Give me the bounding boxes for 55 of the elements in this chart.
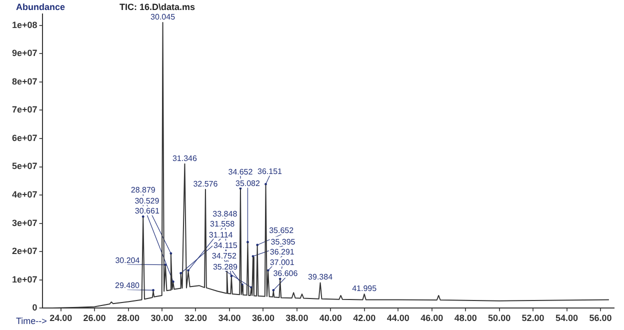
x-tick-label: 34.00 bbox=[218, 313, 241, 324]
x-tick-label: 56.00 bbox=[589, 313, 612, 324]
x-axis-title: Time--> bbox=[16, 316, 47, 326]
y-tick-label: 2e+07 bbox=[12, 246, 38, 256]
y-tick-label: 1e+07 bbox=[12, 274, 38, 284]
annotation: 31.558 bbox=[210, 219, 236, 228]
chart-title: TIC: 16.D\data.ms bbox=[120, 2, 196, 12]
annotation: 36.151 bbox=[258, 167, 283, 176]
x-tick-label: 44.00 bbox=[386, 313, 410, 324]
annotation: 28.879 bbox=[130, 186, 156, 195]
annotation: 35.652 bbox=[269, 226, 294, 235]
y-tick-label: 1e+08 bbox=[12, 20, 38, 30]
x-tick-label: 40.00 bbox=[319, 313, 342, 324]
x-tick-label: 30.00 bbox=[150, 313, 174, 324]
annotation: 30.045 bbox=[150, 12, 176, 22]
y-tick-label: 5e+07 bbox=[12, 161, 38, 172]
annotation: 31.346 bbox=[172, 154, 198, 163]
annotation: 41.995 bbox=[352, 284, 378, 294]
x-tick-label: 54.00 bbox=[556, 313, 578, 324]
x-tick-label: 42.00 bbox=[353, 313, 376, 324]
annotation: 29.480 bbox=[115, 281, 140, 290]
annotation: 35.289 bbox=[212, 262, 238, 272]
annotation: 34.752 bbox=[212, 252, 237, 261]
x-tick-label: 52.00 bbox=[522, 313, 544, 324]
annotation: 36.606 bbox=[273, 269, 298, 278]
x-tick-label: 36.00 bbox=[252, 313, 274, 324]
annotation: 30.204 bbox=[115, 256, 140, 265]
y-axis-title: Abundance bbox=[16, 2, 66, 12]
x-tick-label: 48.00 bbox=[454, 313, 477, 324]
x-tick-label: 38.00 bbox=[286, 313, 308, 324]
y-tick-label: 3e+07 bbox=[12, 218, 38, 228]
y-tick-label: 8e+07 bbox=[12, 76, 38, 86]
y-tick-label: 6e+07 bbox=[12, 132, 38, 143]
x-tick-label: 28.00 bbox=[117, 313, 140, 324]
annotation: 37.001 bbox=[270, 258, 295, 267]
y-tick-label: 0 bbox=[32, 302, 38, 313]
annotation: 30.661 bbox=[134, 206, 160, 216]
annotation: 39.384 bbox=[308, 272, 334, 282]
annotation: 30.529 bbox=[134, 196, 160, 206]
annotation: 33.848 bbox=[212, 209, 238, 218]
annotation: 36.291 bbox=[270, 247, 295, 256]
annotation: 34.652 bbox=[228, 167, 254, 176]
annotation: 34.115 bbox=[213, 241, 238, 250]
annotation: 31.114 bbox=[208, 230, 234, 240]
x-tick-label: 50.00 bbox=[488, 313, 511, 324]
y-tick-label: 7e+07 bbox=[12, 104, 38, 115]
y-tick-label: 4e+07 bbox=[12, 190, 38, 200]
x-tick-label: 32.00 bbox=[184, 313, 208, 324]
y-tick-label: 9e+07 bbox=[12, 48, 38, 58]
x-tick-label: 24.00 bbox=[50, 313, 72, 324]
annotation: 32.576 bbox=[193, 179, 218, 188]
x-tick-label: 26.00 bbox=[83, 313, 106, 324]
x-tick-label: 46.00 bbox=[420, 313, 444, 324]
annotation: 35.082 bbox=[235, 179, 261, 188]
annotation: 35.395 bbox=[270, 237, 296, 246]
